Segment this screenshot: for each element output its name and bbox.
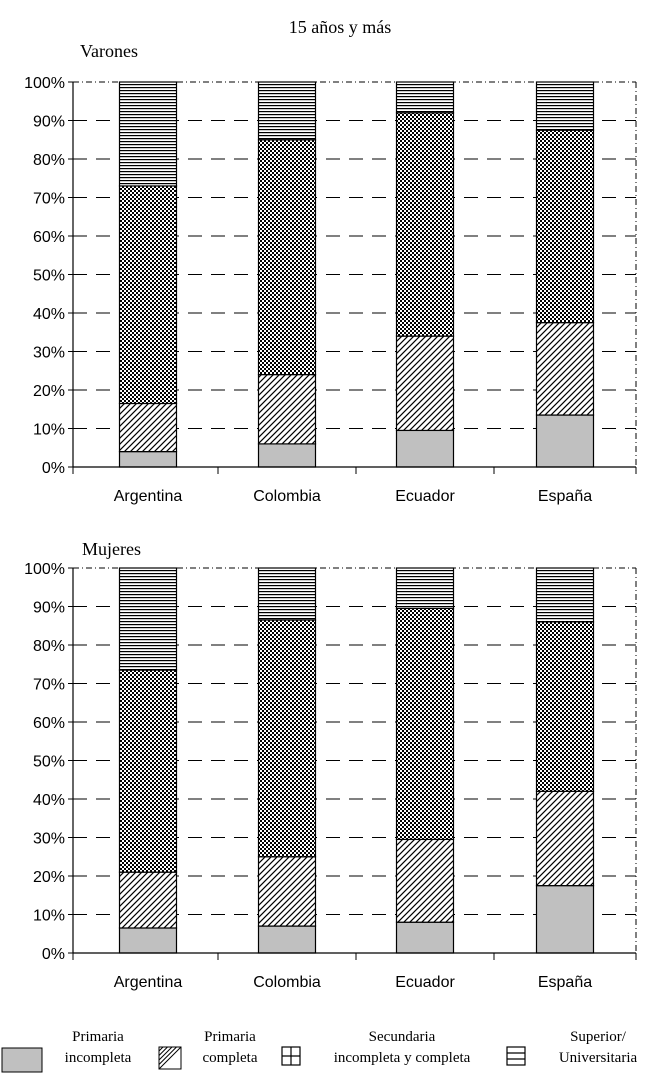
bar-segment-superior	[257, 567, 317, 621]
bar-segment-primaria-completa	[535, 790, 595, 887]
bar-segment-secundaria	[257, 139, 317, 376]
bar-segment-superior	[118, 567, 178, 671]
bar-segment-superior	[118, 81, 178, 187]
y-tick-label: 80%	[33, 152, 65, 169]
bar-segment-secundaria	[118, 185, 178, 405]
bar-segment-superior	[535, 81, 595, 131]
legend-label-superior: Universitaria	[559, 1050, 638, 1066]
bar-segment-superior	[535, 567, 595, 623]
bar-segment-secundaria	[257, 619, 317, 858]
bar-segment-primaria-incompleta	[535, 414, 595, 468]
bar-segment-primaria-incompleta	[395, 429, 455, 468]
y-tick-label: 0%	[42, 946, 65, 963]
x-tick-label: Ecuador	[395, 488, 455, 505]
bar-segment-primaria-incompleta	[257, 443, 317, 468]
bar-segment-primaria-completa	[118, 402, 178, 453]
y-tick-label: 80%	[33, 638, 65, 655]
x-tick-label: Argentina	[114, 488, 183, 505]
legend-label-primaria-completa: Primaria	[204, 1029, 256, 1045]
bar-segment-primaria-incompleta	[118, 927, 178, 954]
y-tick-label: 100%	[24, 75, 65, 92]
legend: Primaria incompleta Primaria completa Secund…	[1, 1029, 638, 1073]
bar-segment-primaria-completa	[395, 838, 455, 923]
y-tick-label: 10%	[33, 422, 65, 439]
legend-label-primaria-incompleta: incompleta	[65, 1050, 132, 1066]
y-tick-label: 10%	[33, 908, 65, 925]
y-tick-label: 60%	[33, 715, 65, 732]
bar-segment-primaria-incompleta	[257, 925, 317, 954]
legend-label-primaria-incompleta: Primaria	[72, 1029, 124, 1045]
bar-segment-primaria-incompleta	[118, 451, 178, 468]
y-tick-label: 30%	[33, 831, 65, 848]
bar-segment-secundaria	[395, 112, 455, 337]
bar-segment-primaria-completa	[535, 322, 595, 416]
bar-segment-primaria-incompleta	[535, 885, 595, 954]
x-tick-label: España	[538, 974, 592, 991]
panel-subtitle-mujeres: Mujeres	[82, 539, 141, 559]
legend-label-secundaria: Secundaria	[369, 1029, 436, 1045]
y-tick-label: 50%	[33, 268, 65, 285]
y-tick-label: 70%	[33, 191, 65, 208]
bar-segment-primaria-incompleta	[395, 921, 455, 954]
bar-segment-superior	[395, 567, 455, 610]
legend-label-primaria-completa: completa	[203, 1050, 258, 1066]
legend-swatch-primaria-completa	[158, 1046, 182, 1070]
y-tick-label: 90%	[33, 600, 65, 617]
y-tick-label: 50%	[33, 754, 65, 771]
legend-swatch-primaria-incompleta	[1, 1047, 43, 1073]
bar-segment-primaria-completa	[257, 856, 317, 927]
panel-varones: 0% 10% 20% 30% 40% 50% 60% 70% 80% 90% 100% Argenti…	[24, 75, 637, 505]
y-tick-label: 20%	[33, 869, 65, 886]
bar-segment-secundaria	[395, 607, 455, 841]
y-tick-label: 100%	[24, 561, 65, 578]
bar-segment-secundaria	[535, 129, 595, 324]
y-tick-label: 40%	[33, 792, 65, 809]
y-tick-label: 40%	[33, 306, 65, 323]
x-tick-label: España	[538, 488, 592, 505]
bar-segment-secundaria	[118, 669, 178, 873]
y-tick-label: 90%	[33, 114, 65, 131]
bar-segment-primaria-completa	[257, 374, 317, 445]
y-tick-label: 20%	[33, 383, 65, 400]
y-tick-label: 60%	[33, 229, 65, 246]
panel-mujeres: 0% 10% 20% 30% 40% 50% 60% 70% 80% 90% 100% Argenti…	[24, 561, 637, 991]
chart-title: 15 años y más	[289, 17, 392, 37]
legend-label-secundaria: incompleta y completa	[334, 1050, 471, 1066]
legend-swatch-secundaria	[281, 1046, 301, 1066]
bar-segment-superior	[395, 81, 455, 114]
y-tick-label: 30%	[33, 345, 65, 362]
bar-segment-primaria-completa	[118, 871, 178, 929]
bar-segment-primaria-completa	[395, 335, 455, 432]
y-tick-label: 70%	[33, 677, 65, 694]
y-tick-label: 0%	[42, 460, 65, 477]
panel-subtitle-varones: Varones	[80, 41, 138, 61]
legend-label-superior: Superior/	[570, 1029, 627, 1045]
x-tick-label: Colombia	[253, 974, 321, 991]
x-tick-label: Argentina	[114, 974, 183, 991]
legend-swatch-superior	[506, 1046, 526, 1066]
x-tick-label: Ecuador	[395, 974, 455, 991]
bar-segment-superior	[257, 81, 317, 141]
x-tick-label: Colombia	[253, 488, 321, 505]
bar-segment-secundaria	[535, 621, 595, 792]
